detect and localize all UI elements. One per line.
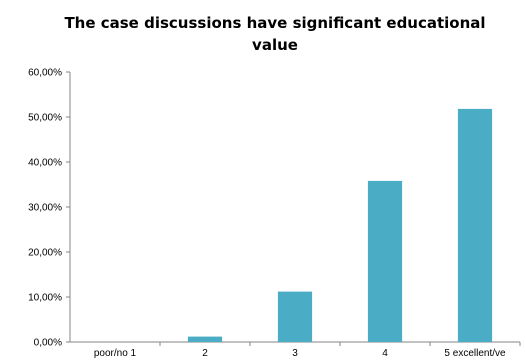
x-tick-label: poor/no 1 (94, 348, 137, 359)
y-tick-label: 0,00% (34, 338, 62, 349)
y-tick-label: 30,00% (28, 203, 62, 214)
y-tick-label: 20,00% (28, 248, 62, 259)
bar (277, 291, 313, 342)
bar (187, 336, 223, 342)
x-tick-label: 5 excellent/ve (444, 348, 506, 359)
chart-title: The case discussions have significant ed… (64, 14, 486, 54)
y-tick-label: 60,00% (28, 68, 62, 79)
bar (367, 180, 403, 342)
x-tick-label: 3 (292, 348, 298, 359)
y-tick-label: 40,00% (28, 158, 62, 169)
x-tick-label: 2 (202, 348, 208, 359)
y-tick-label: 50,00% (28, 113, 62, 124)
x-tick-label: 4 (382, 348, 388, 359)
y-tick-label: 10,00% (28, 293, 62, 304)
bar (457, 108, 493, 343)
